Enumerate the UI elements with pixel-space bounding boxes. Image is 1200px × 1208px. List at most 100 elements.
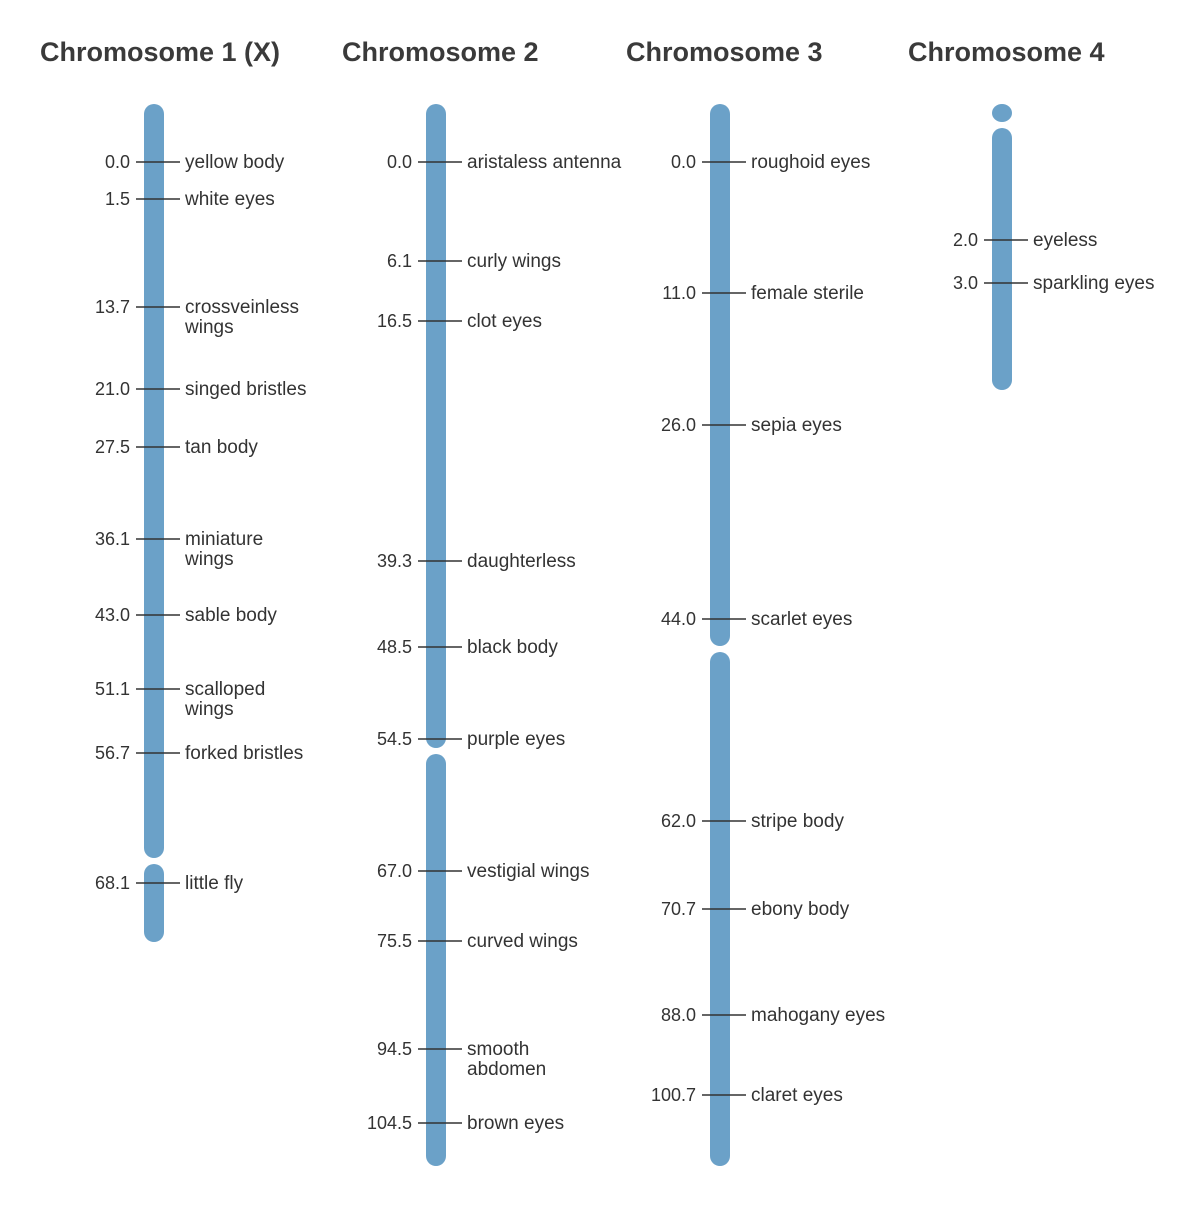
chromosome-arm: [426, 104, 446, 748]
locus-position: 56.7: [95, 743, 130, 763]
locus-eyeless: 2.0 eyeless: [953, 230, 1097, 251]
locus-stripe-body: 62.0 stripe body: [661, 811, 844, 832]
gene-label: wings: [184, 549, 234, 570]
chromosome-arm: [144, 864, 164, 942]
gene-label: vestigial wings: [467, 861, 590, 882]
locus-position: 75.5: [377, 931, 412, 951]
gene-label: aristaless antenna: [467, 152, 622, 173]
locus-position: 54.5: [377, 729, 412, 749]
gene-label: eyeless: [1033, 230, 1097, 251]
gene-label: claret eyes: [751, 1085, 843, 1106]
gene-label: crossveinless: [185, 297, 299, 318]
gene-label: smooth: [467, 1039, 529, 1060]
gene-label: clot eyes: [467, 311, 542, 332]
locus-claret-eyes: 100.7 claret eyes: [651, 1085, 843, 1106]
chromosome-1: Chromosome 1 (X) 0.0 yellow body 1.5 white e…: [40, 37, 306, 942]
chromosome-title: Chromosome 3: [626, 37, 823, 67]
locus-position: 0.0: [671, 152, 696, 172]
gene-label: wings: [184, 317, 234, 338]
locus-position: 48.5: [377, 637, 412, 657]
locus-forked-bristles: 56.7 forked bristles: [95, 743, 303, 764]
locus-position: 62.0: [661, 811, 696, 831]
locus-little-fly: 68.1 little fly: [95, 873, 244, 894]
locus-sepia-eyes: 26.0 sepia eyes: [661, 415, 842, 436]
chromosome-arm: [144, 104, 164, 858]
locus-position: 100.7: [651, 1085, 696, 1105]
locus-position: 21.0: [95, 379, 130, 399]
locus-position: 70.7: [661, 899, 696, 919]
gene-label: mahogany eyes: [751, 1005, 885, 1026]
gene-label: stripe body: [751, 811, 844, 832]
gene-label: curved wings: [467, 931, 578, 952]
gene-label: brown eyes: [467, 1113, 564, 1134]
gene-label: sepia eyes: [751, 415, 842, 436]
gene-label: little fly: [185, 873, 244, 894]
locus-position: 44.0: [661, 609, 696, 629]
locus-position: 2.0: [953, 230, 978, 250]
locus-curved-wings: 75.5 curved wings: [377, 931, 578, 952]
locus-black-body: 48.5 black body: [377, 637, 558, 658]
locus-position: 39.3: [377, 551, 412, 571]
locus-sparkling-eyes: 3.0 sparkling eyes: [953, 273, 1154, 294]
locus-position: 3.0: [953, 273, 978, 293]
locus-yellow-body: 0.0 yellow body: [105, 152, 285, 173]
locus-vestigial-wings: 67.0 vestigial wings: [377, 861, 590, 882]
locus-position: 67.0: [377, 861, 412, 881]
locus-position: 6.1: [387, 251, 412, 271]
gene-label: singed bristles: [185, 379, 306, 400]
gene-label: roughoid eyes: [751, 152, 870, 173]
locus-position: 27.5: [95, 437, 130, 457]
chromosome-arm: [710, 104, 730, 646]
chromosome-title: Chromosome 4: [908, 37, 1105, 67]
locus-position: 13.7: [95, 297, 130, 317]
locus-position: 36.1: [95, 529, 130, 549]
locus-position: 26.0: [661, 415, 696, 435]
locus-aristaless-antenna: 0.0 aristaless antenna: [387, 152, 622, 173]
locus-roughoid-eyes: 0.0 roughoid eyes: [671, 152, 870, 173]
locus-curly-wings: 6.1 curly wings: [387, 251, 561, 272]
gene-label: scalloped: [185, 679, 265, 700]
chromosome-2: Chromosome 2 0.0 aristaless antenna 6.1 curl…: [342, 37, 622, 1166]
locus-position: 43.0: [95, 605, 130, 625]
locus-clot-eyes: 16.5 clot eyes: [377, 311, 542, 332]
locus-scarlet-eyes: 44.0 scarlet eyes: [661, 609, 852, 630]
gene-label: curly wings: [467, 251, 561, 272]
gene-label: black body: [467, 637, 558, 658]
locus-tan-body: 27.5 tan body: [95, 437, 258, 458]
chromosome-title: Chromosome 2: [342, 37, 539, 67]
chromosome-4: Chromosome 4 2.0 eyeless 3.0 sparkling eyes: [908, 37, 1154, 390]
locus-female-sterile: 11.0 female sterile: [662, 283, 864, 304]
locus-ebony-body: 70.7 ebony body: [661, 899, 850, 920]
gene-label: scarlet eyes: [751, 609, 852, 630]
locus-purple-eyes: 54.5 purple eyes: [377, 729, 565, 750]
chromosome-title: Chromosome 1 (X): [40, 37, 280, 67]
locus-position: 94.5: [377, 1039, 412, 1059]
gene-label: wings: [184, 699, 234, 720]
locus-sable-body: 43.0 sable body: [95, 605, 277, 626]
chromosome-arm: [992, 128, 1012, 390]
gene-label: yellow body: [185, 152, 285, 173]
locus-singed-bristles: 21.0 singed bristles: [95, 379, 307, 400]
gene-label: abdomen: [467, 1059, 546, 1080]
locus-brown-eyes: 104.5 brown eyes: [367, 1113, 564, 1134]
gene-label: sparkling eyes: [1033, 273, 1154, 294]
chromosome-arm: [992, 104, 1012, 122]
locus-position: 1.5: [105, 189, 130, 209]
gene-label: purple eyes: [467, 729, 565, 750]
gene-label: ebony body: [751, 899, 850, 920]
gene-label: miniature: [185, 529, 263, 550]
locus-white-eyes: 1.5 white eyes: [105, 189, 275, 210]
locus-daughterless: 39.3 daughterless: [377, 551, 576, 572]
locus-position: 68.1: [95, 873, 130, 893]
locus-position: 104.5: [367, 1113, 412, 1133]
gene-label: daughterless: [467, 551, 576, 572]
locus-position: 0.0: [387, 152, 412, 172]
gene-label: white eyes: [184, 189, 275, 210]
gene-label: tan body: [185, 437, 258, 458]
locus-position: 11.0: [662, 283, 696, 303]
